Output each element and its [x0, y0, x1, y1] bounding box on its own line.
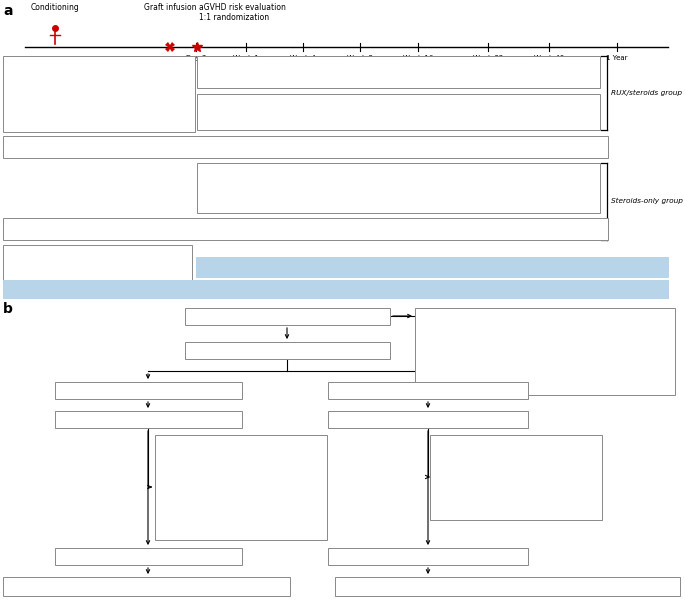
Text: 99 Assigned to  ruxolitinib  /steroids: 99 Assigned to ruxolitinib /steroids	[82, 387, 214, 393]
Text: 198 Randomized: 198 Randomized	[255, 345, 319, 354]
Text: 14-55 years:  Bsulfan,  Cyclophosphamide
         Cytarabine, Semustine
> 55 yea: 14-55 years: Bsulfan, Cyclophosphamide C…	[6, 80, 162, 108]
Text: RUX/steroids group: RUX/steroids group	[611, 90, 682, 96]
Text: 96 Discontinued treatment
  61 Completed  taper
  17 Disease relapse or
       M: 96 Discontinued treatment 61 Completed t…	[158, 437, 256, 518]
Text: 99Included in the intention-to- treat analysis: 99Included in the intention-to- treat an…	[425, 583, 589, 589]
Text: 218 Patients screened: 218 Patients screened	[245, 311, 329, 320]
Text: CsA given from day -10 before transplantation; Administration for an average of : CsA given from day -10 before transplant…	[6, 224, 353, 233]
Text: Day 3: Day 3	[186, 55, 206, 61]
Text: 20 Ineligible
  8 Did not meet inclusion criteria
  3 Declined to participate
  : 20 Ineligible 8 Did not meet inclusion c…	[418, 311, 552, 377]
Text: a: a	[3, 4, 12, 18]
Text: Week 4: Week 4	[290, 55, 316, 61]
Text: Week 16: Week 16	[403, 55, 433, 61]
Text: Week 40: Week 40	[534, 55, 564, 61]
Text: Steroids-only group: Steroids-only group	[611, 198, 683, 204]
Text: Week 1: Week 1	[233, 55, 259, 61]
Text: 1 Year: 1 Year	[606, 55, 627, 61]
Text: 99 Treated: 99 Treated	[408, 415, 449, 424]
Text: Safety and treatment response: Safety and treatment response	[369, 263, 495, 272]
Text: Haploidentical/Unrelated donor transplantation:
ATG, day -5 to day -2 before tra: Haploidentical/Unrelated donor transplan…	[5, 252, 182, 280]
Text: Methylprednisolone 1mg/kg/day · 7days;  5 days/taper: Methylprednisolone 1mg/kg/day · 7days; 5…	[200, 67, 410, 77]
Text: 3 Treatment ongoing: 3 Treatment ongoing	[108, 551, 188, 561]
Text: Week 8: Week 8	[347, 55, 373, 61]
Text: Survival monitoring: Survival monitoring	[295, 285, 375, 294]
Text: b: b	[3, 302, 13, 316]
Text: 99 Included in the intention-to-treat analysis: 99 Included in the intention-to-treat an…	[64, 583, 228, 589]
Text: Methylprednisolone 2mg/kg for at least 7 days
7 days/taper, 0.1 mg/kg/day at wee: Methylprednisolone 2mg/kg for at least 7…	[200, 178, 375, 198]
Text: 99 Discontinued treatment
  34 Completed  taper
  31 Recurrent  GVHD
  12 No res: 99 Discontinued treatment 34 Completed t…	[433, 437, 530, 503]
Text: 99 Treated: 99 Treated	[127, 415, 169, 424]
Text: 0 Treatment ongoing: 0 Treatment ongoing	[388, 551, 468, 561]
Text: Graft infusion: Graft infusion	[144, 3, 196, 12]
Text: Week 32: Week 32	[473, 55, 503, 61]
Text: aGVHD risk evaluation
1:1 randomization: aGVHD risk evaluation 1:1 randomization	[199, 3, 286, 22]
Text: Conditioning: Conditioning	[31, 3, 79, 12]
Text: Ruxolitinib 5mg/day; CsA discontinuation, ruxolitinib tapered over 90 days: Ruxolitinib 5mg/day; CsA discontinuation…	[200, 108, 486, 117]
Text: 99 Assigned to steroids: 99 Assigned to steroids	[385, 387, 471, 393]
Text: CsA given from day -10 before transplantation; On Day 48, CsA tapered over 60 da: CsA given from day -10 before transplant…	[6, 142, 333, 151]
